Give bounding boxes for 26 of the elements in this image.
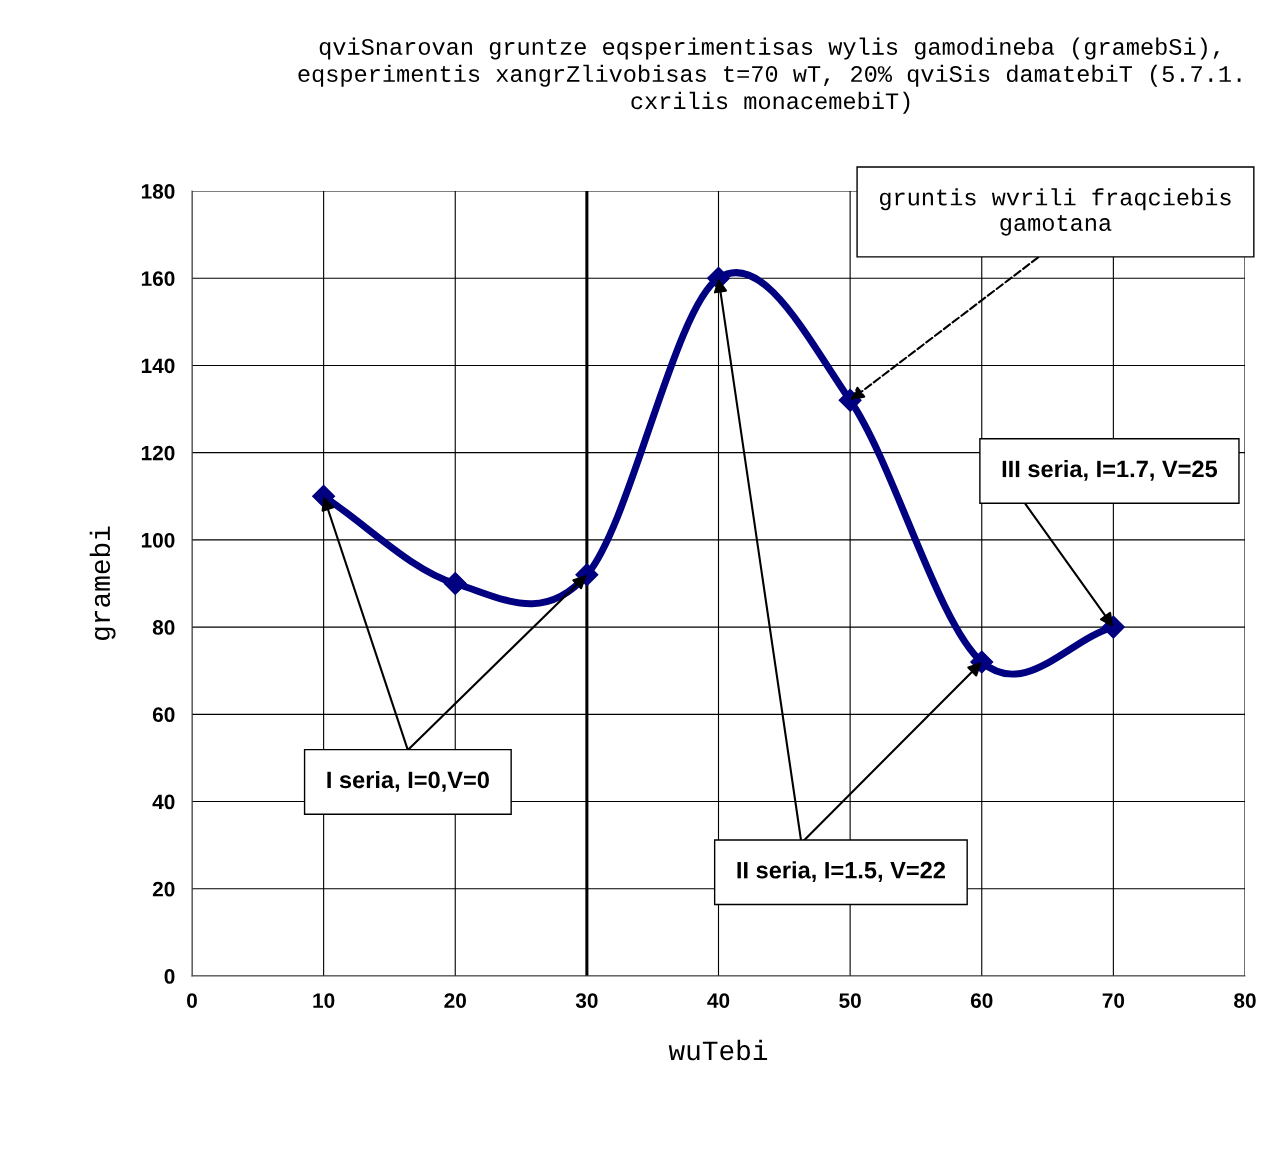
x-tick-label: 0: [187, 993, 197, 1008]
y-tick-label: 100: [141, 532, 175, 548]
annotation: II seria, I=1.5, V=22: [737, 861, 945, 882]
y-tick-label: 180: [141, 184, 175, 199]
x-tick-label: 40: [707, 993, 730, 1008]
y-tick-label: 120: [141, 445, 175, 461]
y-tick-label: 140: [141, 358, 175, 374]
y-tick-label: 40: [152, 794, 175, 810]
x-tick-label: 50: [839, 993, 861, 1008]
x-tick-label: 70: [1102, 993, 1125, 1008]
x-tick-label: 10: [313, 993, 335, 1008]
annotation: I seria, I=0,V=0: [327, 770, 489, 792]
y-tick-label: 160: [141, 271, 175, 286]
x-tick-label: 20: [444, 993, 466, 1008]
y-tick-label: 20: [152, 881, 175, 897]
y-tick-label: 0: [164, 969, 175, 984]
y-tick-label: 60: [152, 707, 175, 723]
chart-title: qviSnarovan gruntze eqsperimentisas wylis gamodineba (gramebSi), eqsperimentis xangrZlivobisas t=70 wT, 20% qviSis damatebiT (5.7.1. cxrilis monacemebiT): [298, 37, 1241, 114]
x-tick-label: 60: [970, 993, 993, 1008]
y-tick-label: 80: [152, 620, 175, 635]
x-tick-label: 30: [575, 993, 598, 1008]
x-axis-title: wuTebi: [668, 1039, 768, 1061]
y-axis-title: gramebi: [89, 526, 116, 640]
annotation: gruntis wvrili fraqciebis gamotana: [879, 188, 1231, 236]
x-tick-label: 80: [1234, 993, 1256, 1008]
annotation: III seria, I=1.7, V=25: [1002, 459, 1218, 481]
